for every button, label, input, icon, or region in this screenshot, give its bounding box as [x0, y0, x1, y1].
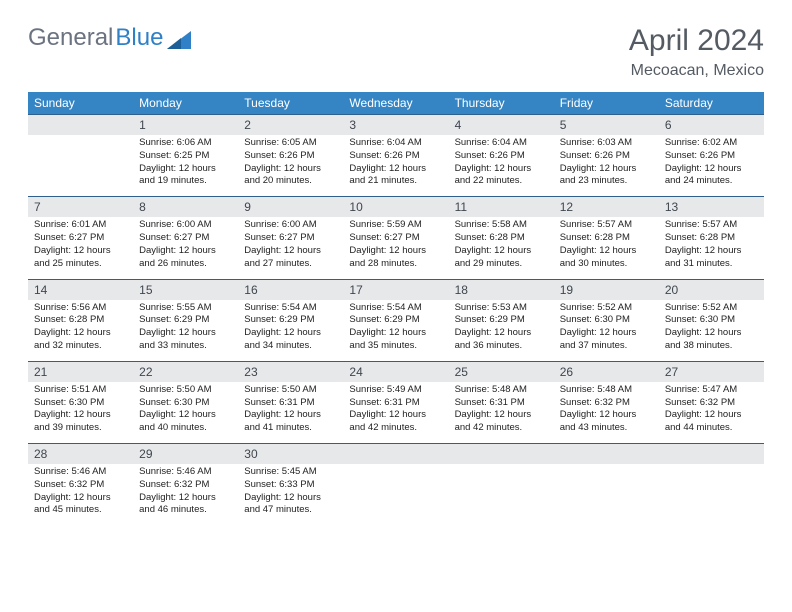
dayhead-sun: Sunday [28, 92, 133, 115]
day-number: 7 [28, 197, 133, 218]
day-number: 19 [554, 279, 659, 300]
day-cell: Sunrise: 5:57 AM Sunset: 6:28 PM Dayligh… [554, 217, 659, 279]
day-cell: Sunrise: 5:51 AM Sunset: 6:30 PM Dayligh… [28, 382, 133, 444]
day-cell: Sunrise: 5:46 AM Sunset: 6:32 PM Dayligh… [28, 464, 133, 525]
day-cell: Sunrise: 6:00 AM Sunset: 6:27 PM Dayligh… [238, 217, 343, 279]
day-cell [28, 135, 133, 197]
day-cell: Sunrise: 5:46 AM Sunset: 6:32 PM Dayligh… [133, 464, 238, 525]
day-content-row: Sunrise: 6:06 AM Sunset: 6:25 PM Dayligh… [28, 135, 764, 197]
day-number: 28 [28, 444, 133, 465]
dayhead-sat: Saturday [659, 92, 764, 115]
header: GeneralBlue April 2024 Mecoacan, Mexico [28, 24, 764, 80]
day-number-row: 21222324252627 [28, 361, 764, 382]
day-number-row: 282930 [28, 444, 764, 465]
day-content-row: Sunrise: 6:01 AM Sunset: 6:27 PM Dayligh… [28, 217, 764, 279]
dayhead-mon: Monday [133, 92, 238, 115]
day-content-row: Sunrise: 5:51 AM Sunset: 6:30 PM Dayligh… [28, 382, 764, 444]
day-number: 12 [554, 197, 659, 218]
day-number: 6 [659, 115, 764, 136]
day-number: 26 [554, 361, 659, 382]
day-cell: Sunrise: 6:04 AM Sunset: 6:26 PM Dayligh… [343, 135, 448, 197]
day-cell: Sunrise: 5:48 AM Sunset: 6:31 PM Dayligh… [449, 382, 554, 444]
day-cell: Sunrise: 5:47 AM Sunset: 6:32 PM Dayligh… [659, 382, 764, 444]
day-number [449, 444, 554, 465]
day-number [28, 115, 133, 136]
day-number: 9 [238, 197, 343, 218]
day-number: 1 [133, 115, 238, 136]
day-number: 22 [133, 361, 238, 382]
day-number: 21 [28, 361, 133, 382]
dayhead-wed: Wednesday [343, 92, 448, 115]
logo-text-general: General [28, 24, 113, 52]
day-number: 10 [343, 197, 448, 218]
day-number: 24 [343, 361, 448, 382]
day-cell: Sunrise: 5:56 AM Sunset: 6:28 PM Dayligh… [28, 300, 133, 362]
day-number: 14 [28, 279, 133, 300]
day-number: 27 [659, 361, 764, 382]
day-number: 15 [133, 279, 238, 300]
day-cell: Sunrise: 5:59 AM Sunset: 6:27 PM Dayligh… [343, 217, 448, 279]
day-cell: Sunrise: 5:58 AM Sunset: 6:28 PM Dayligh… [449, 217, 554, 279]
day-cell: Sunrise: 5:45 AM Sunset: 6:33 PM Dayligh… [238, 464, 343, 525]
day-number: 25 [449, 361, 554, 382]
day-cell: Sunrise: 5:48 AM Sunset: 6:32 PM Dayligh… [554, 382, 659, 444]
dayhead-tue: Tuesday [238, 92, 343, 115]
day-number: 8 [133, 197, 238, 218]
day-cell [554, 464, 659, 525]
calendar-page: GeneralBlue April 2024 Mecoacan, Mexico … [0, 0, 792, 549]
day-number: 23 [238, 361, 343, 382]
day-cell: Sunrise: 6:00 AM Sunset: 6:27 PM Dayligh… [133, 217, 238, 279]
day-cell: Sunrise: 6:03 AM Sunset: 6:26 PM Dayligh… [554, 135, 659, 197]
day-cell: Sunrise: 6:04 AM Sunset: 6:26 PM Dayligh… [449, 135, 554, 197]
day-cell: Sunrise: 5:49 AM Sunset: 6:31 PM Dayligh… [343, 382, 448, 444]
day-header-row: Sunday Monday Tuesday Wednesday Thursday… [28, 92, 764, 115]
logo-triangle-icon [167, 31, 191, 49]
day-cell: Sunrise: 5:50 AM Sunset: 6:30 PM Dayligh… [133, 382, 238, 444]
day-cell: Sunrise: 5:54 AM Sunset: 6:29 PM Dayligh… [238, 300, 343, 362]
day-number: 11 [449, 197, 554, 218]
location: Mecoacan, Mexico [629, 62, 764, 80]
day-cell: Sunrise: 5:50 AM Sunset: 6:31 PM Dayligh… [238, 382, 343, 444]
day-number: 29 [133, 444, 238, 465]
logo-text-blue: Blue [115, 24, 163, 52]
title-block: April 2024 Mecoacan, Mexico [629, 24, 764, 80]
day-number [343, 444, 448, 465]
day-number: 4 [449, 115, 554, 136]
day-number-row: 123456 [28, 115, 764, 136]
calendar-body: 123456Sunrise: 6:06 AM Sunset: 6:25 PM D… [28, 115, 764, 526]
day-cell [449, 464, 554, 525]
day-cell: Sunrise: 5:55 AM Sunset: 6:29 PM Dayligh… [133, 300, 238, 362]
day-number: 17 [343, 279, 448, 300]
day-number: 5 [554, 115, 659, 136]
day-number: 13 [659, 197, 764, 218]
day-cell: Sunrise: 5:54 AM Sunset: 6:29 PM Dayligh… [343, 300, 448, 362]
day-cell: Sunrise: 5:57 AM Sunset: 6:28 PM Dayligh… [659, 217, 764, 279]
day-cell: Sunrise: 5:53 AM Sunset: 6:29 PM Dayligh… [449, 300, 554, 362]
day-number: 16 [238, 279, 343, 300]
day-number: 2 [238, 115, 343, 136]
day-cell [659, 464, 764, 525]
dayhead-thu: Thursday [449, 92, 554, 115]
day-number [659, 444, 764, 465]
calendar-table: Sunday Monday Tuesday Wednesday Thursday… [28, 92, 764, 525]
day-number: 3 [343, 115, 448, 136]
day-cell: Sunrise: 6:01 AM Sunset: 6:27 PM Dayligh… [28, 217, 133, 279]
day-cell: Sunrise: 5:52 AM Sunset: 6:30 PM Dayligh… [659, 300, 764, 362]
day-cell: Sunrise: 5:52 AM Sunset: 6:30 PM Dayligh… [554, 300, 659, 362]
day-number: 20 [659, 279, 764, 300]
day-number: 18 [449, 279, 554, 300]
day-cell: Sunrise: 6:06 AM Sunset: 6:25 PM Dayligh… [133, 135, 238, 197]
day-number [554, 444, 659, 465]
dayhead-fri: Friday [554, 92, 659, 115]
day-cell: Sunrise: 6:02 AM Sunset: 6:26 PM Dayligh… [659, 135, 764, 197]
day-cell: Sunrise: 6:05 AM Sunset: 6:26 PM Dayligh… [238, 135, 343, 197]
day-number: 30 [238, 444, 343, 465]
logo: GeneralBlue [28, 24, 191, 52]
day-content-row: Sunrise: 5:56 AM Sunset: 6:28 PM Dayligh… [28, 300, 764, 362]
month-title: April 2024 [629, 24, 764, 58]
day-number-row: 78910111213 [28, 197, 764, 218]
day-content-row: Sunrise: 5:46 AM Sunset: 6:32 PM Dayligh… [28, 464, 764, 525]
day-number-row: 14151617181920 [28, 279, 764, 300]
day-cell [343, 464, 448, 525]
